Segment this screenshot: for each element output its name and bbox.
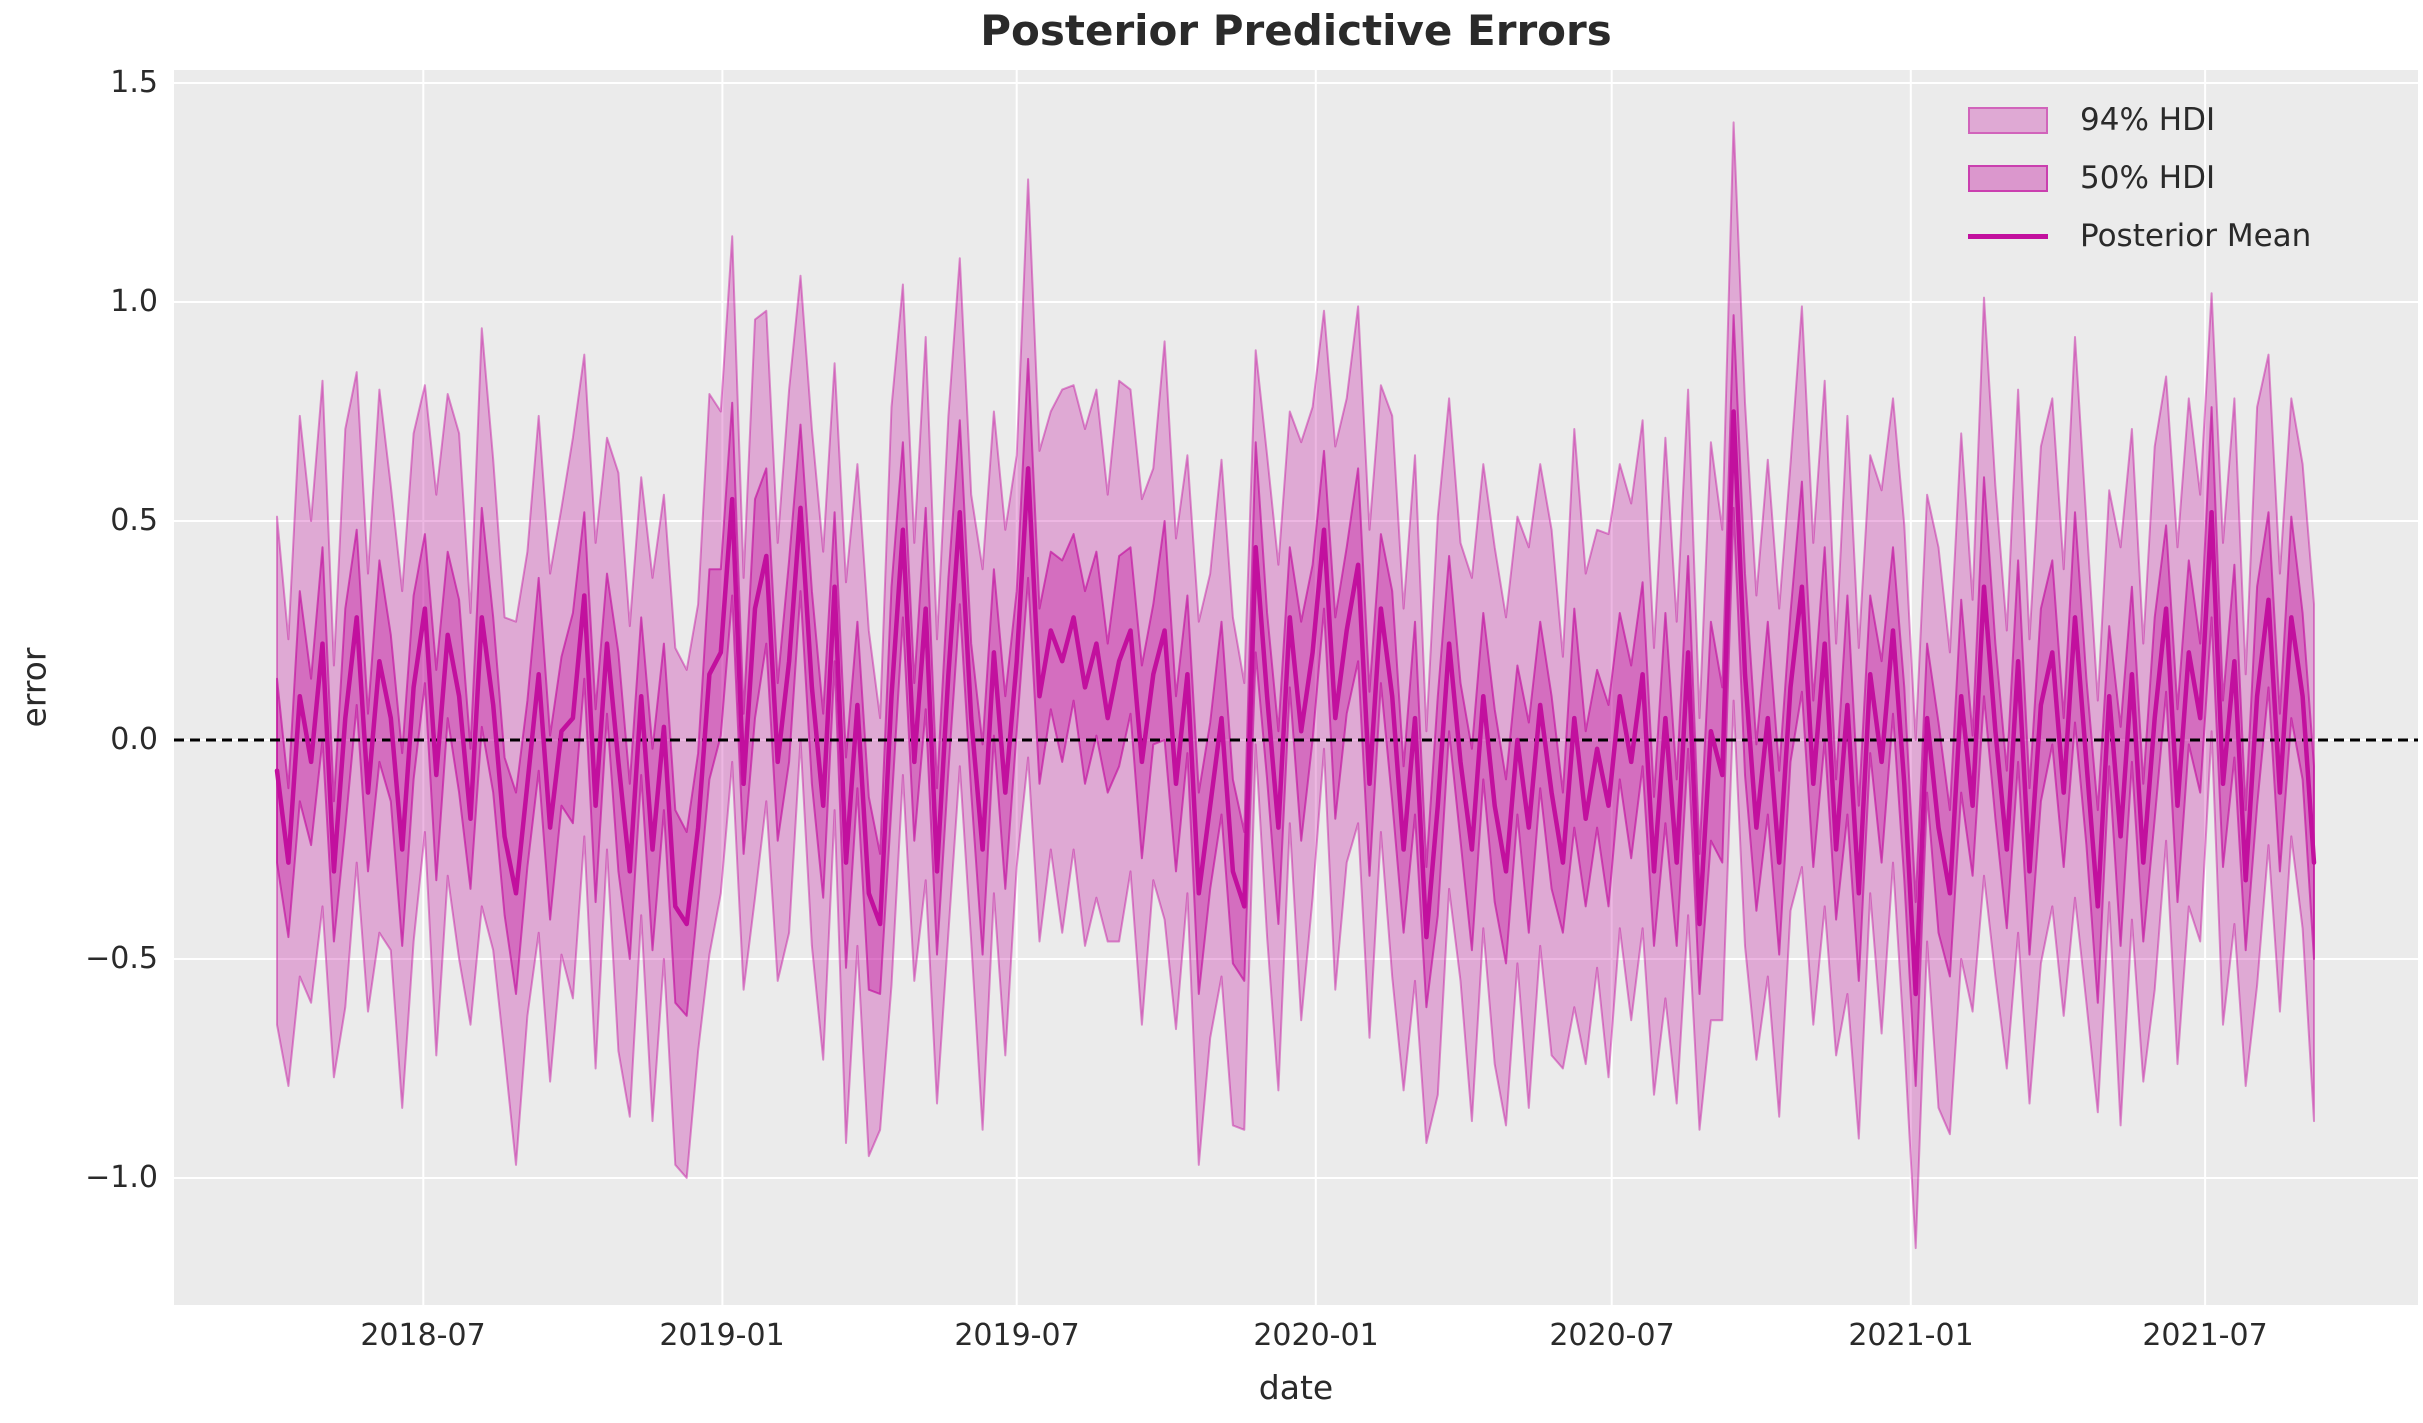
legend-item-94-hdi: 94% HDI [1968, 91, 2311, 149]
y-tick-label: −1.0 [85, 1160, 158, 1195]
posterior-mean-swatch [1968, 233, 2048, 239]
x-tick-label: 2019-01 [659, 1318, 785, 1353]
posterior-mean-line [274, 409, 2317, 997]
y-tick-label: −0.5 [85, 941, 158, 976]
legend-item-posterior-mean: Posterior Mean [1968, 207, 2311, 265]
hdi50-band [276, 314, 2315, 1087]
x-tick-label: 2021-07 [2142, 1318, 2268, 1353]
y-tick-label: 1.0 [110, 284, 158, 319]
y-tick-label: 1.5 [110, 65, 158, 100]
legend-label: 94% HDI [2080, 102, 2216, 138]
legend: 94% HDI 50% HDI Posterior Mean [1968, 91, 2311, 265]
chart-title: Posterior Predictive Errors [980, 6, 1612, 55]
x-tick-label: 2018-07 [360, 1318, 486, 1353]
legend-label: Posterior Mean [2080, 218, 2312, 254]
hdi50-swatch [1968, 164, 2048, 192]
legend-item-50-hdi: 50% HDI [1968, 149, 2311, 207]
x-tick-label: 2020-01 [1253, 1318, 1379, 1353]
y-tick-label: 0.5 [110, 503, 158, 538]
data-lines [174, 409, 2418, 997]
x-tick-label: 2019-07 [954, 1318, 1080, 1353]
hdi94-swatch [1968, 106, 2048, 134]
x-tick-label: 2020-07 [1549, 1318, 1675, 1353]
y-tick-label: 0.0 [110, 722, 158, 757]
legend-label: 50% HDI [2080, 160, 2216, 196]
x-tick-label: 2021-01 [1848, 1318, 1974, 1353]
gridlines [174, 70, 2418, 1305]
x-axis-label: date [1258, 1368, 1334, 1407]
